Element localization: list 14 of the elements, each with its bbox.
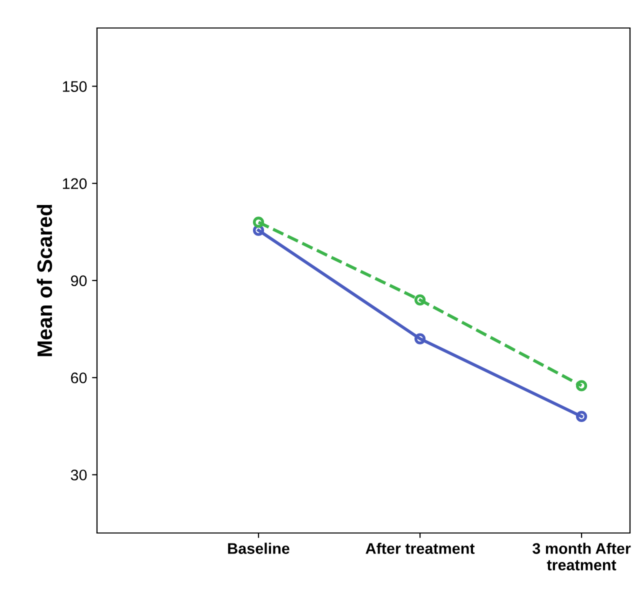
y-axis-title: Mean of Scared: [36, 204, 52, 356]
y-tick-label: 120: [62, 178, 87, 190]
point: [414, 294, 426, 306]
x-tick-label: After treatment: [366, 542, 475, 554]
point: [576, 380, 588, 392]
y-tick-label: 60: [71, 372, 87, 384]
y-tick-label: 90: [71, 275, 87, 286]
point: [576, 410, 588, 422]
x-tick-label: Baseline: [228, 542, 290, 554]
y-tick-label: 150: [62, 81, 87, 92]
x-tick-label: 3 month After treatment: [532, 542, 631, 570]
point: [414, 333, 426, 344]
point: [252, 216, 264, 228]
y-tick-label: 30: [70, 470, 87, 480]
